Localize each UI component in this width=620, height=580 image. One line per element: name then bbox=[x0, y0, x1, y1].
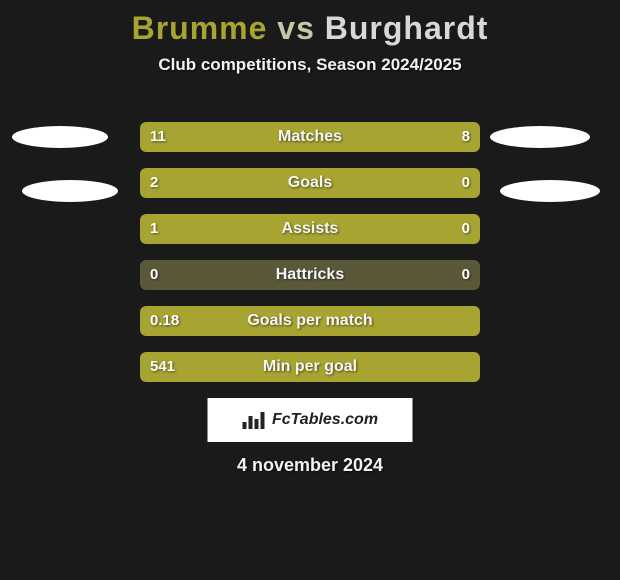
stat-value-left: 11 bbox=[150, 122, 166, 152]
stat-value-left: 0.18 bbox=[150, 306, 179, 336]
stat-bar-left bbox=[140, 352, 480, 382]
stat-value-left: 2 bbox=[150, 168, 158, 198]
stat-value-left: 0 bbox=[150, 260, 158, 290]
comparison-bars: 118Matches20Goals10Assists00Hattricks0.1… bbox=[140, 122, 480, 398]
stat-value-left: 1 bbox=[150, 214, 158, 244]
stat-row: 10Assists bbox=[140, 214, 480, 244]
stat-bar-left bbox=[140, 122, 337, 152]
player-right-shadow-1 bbox=[490, 126, 590, 148]
stat-bar-left bbox=[140, 306, 480, 336]
fctables-badge: FcTables.com bbox=[208, 398, 413, 442]
page-title: Brumme vs Burghardt bbox=[0, 0, 620, 47]
stat-row: 00Hattricks bbox=[140, 260, 480, 290]
stat-value-right: 8 bbox=[462, 122, 470, 152]
title-vs: vs bbox=[277, 10, 315, 46]
stat-bar-left bbox=[140, 214, 402, 244]
stat-row: 118Matches bbox=[140, 122, 480, 152]
date-text: 4 november 2024 bbox=[0, 455, 620, 476]
stat-value-right: 0 bbox=[462, 168, 470, 198]
title-player-left: Brumme bbox=[132, 10, 268, 46]
player-left-shadow-2 bbox=[22, 180, 118, 202]
player-right-shadow-2 bbox=[500, 180, 600, 202]
stat-bar-right bbox=[337, 122, 480, 152]
stat-value-left: 541 bbox=[150, 352, 175, 382]
stat-row: 541Min per goal bbox=[140, 352, 480, 382]
badge-text: FcTables.com bbox=[272, 411, 378, 429]
stat-row: 0.18Goals per match bbox=[140, 306, 480, 336]
player-left-shadow-1 bbox=[12, 126, 108, 148]
stat-row: 20Goals bbox=[140, 168, 480, 198]
stat-value-right: 0 bbox=[462, 214, 470, 244]
stat-value-right: 0 bbox=[462, 260, 470, 290]
bars-icon bbox=[242, 410, 266, 430]
stat-bar-left bbox=[140, 168, 402, 198]
stat-row-track bbox=[140, 260, 480, 290]
subtitle: Club competitions, Season 2024/2025 bbox=[0, 55, 620, 75]
comparison-infographic: Brumme vs Burghardt Club competitions, S… bbox=[0, 0, 620, 580]
title-player-right: Burghardt bbox=[325, 10, 489, 46]
